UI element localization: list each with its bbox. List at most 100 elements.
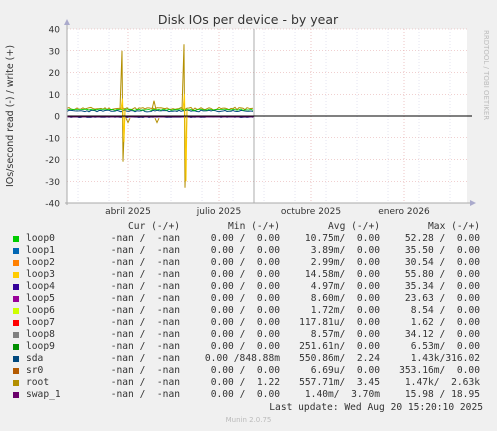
legend-swatch xyxy=(13,236,19,242)
legend-header-cur: Cur (-/+) xyxy=(128,221,180,232)
legend-avg: 6.69u/ 0.00 xyxy=(310,365,380,376)
legend-cur: -nan / -nan xyxy=(110,377,180,388)
legend-swatch xyxy=(13,284,19,290)
legend-max: 1.47k/ 2.63k xyxy=(404,377,480,388)
legend-min: 0.00 / 1.22 xyxy=(210,377,280,388)
legend-min: 0.00 / 0.00 xyxy=(210,305,280,316)
legend-row-sda: sda -nan / -nan 0.00 /848.88m 550.86m/ 2.24… xyxy=(0,353,497,365)
legend-header: Cur (-/+) Min (-/+) Avg (-/+) Max (-/+) xyxy=(0,221,497,233)
legend-avg: 4.97m/ 0.00 xyxy=(310,281,380,292)
legend-avg: 8.57m/ 0.00 xyxy=(310,329,380,340)
legend-min: 0.00 / 0.00 xyxy=(210,389,280,400)
legend-swatch xyxy=(13,248,19,254)
legend-cur: -nan / -nan xyxy=(110,293,180,304)
legend-series-name: loop3 xyxy=(26,269,55,280)
y-tick-label: -40 xyxy=(45,200,60,210)
legend-cur: -nan / -nan xyxy=(110,317,180,328)
legend-swatch xyxy=(13,344,19,350)
y-tick-label: -20 xyxy=(45,156,60,166)
legend-swatch xyxy=(13,332,19,338)
legend-avg: 14.58m/ 0.00 xyxy=(304,269,380,280)
x-tick-label: octubre 2025 xyxy=(281,207,341,217)
legend-swatch xyxy=(13,260,19,266)
legend-avg: 557.71m/ 3.45 xyxy=(299,377,380,388)
legend-row-loop7: loop7 -nan / -nan 0.00 / 0.00 117.81u/ 0.00… xyxy=(0,317,497,329)
spike-loop3-1 xyxy=(120,98,126,143)
legend-min: 0.00 / 0.00 xyxy=(210,317,280,328)
y-tick-label: -30 xyxy=(45,178,60,188)
legend-cur: -nan / -nan xyxy=(110,257,180,268)
legend-swatch xyxy=(13,308,19,314)
legend-row-loop5: loop5 -nan / -nan 0.00 / 0.00 8.60m/ 0.00 23… xyxy=(0,293,497,305)
legend-row-swap_1: swap_1 -nan / -nan 0.00 / 0.00 1.40m/ 3.70m… xyxy=(0,389,497,401)
legend-series-name: loop6 xyxy=(26,305,55,316)
legend-max: 15.98 / 18.95 xyxy=(404,389,480,400)
legend-max: 35.50 / 0.00 xyxy=(404,245,480,256)
x-tick-label: enero 2026 xyxy=(378,207,430,217)
x-tick-label: julio 2025 xyxy=(196,207,241,217)
legend-cur: -nan / -nan xyxy=(110,269,180,280)
legend-min: 0.00 / 0.00 xyxy=(210,329,280,340)
spike-loop3-3 xyxy=(182,94,188,182)
legend-row-loop3: loop3 -nan / -nan 0.00 / 0.00 14.58m/ 0.00 5… xyxy=(0,269,497,281)
legend-header-avg: Avg (-/+) xyxy=(328,221,380,232)
legend-row-loop4: loop4 -nan / -nan 0.00 / 0.00 4.97m/ 0.00 35… xyxy=(0,281,497,293)
legend-avg: 1.72m/ 0.00 xyxy=(310,305,380,316)
legend-max: 1.43k/316.02 xyxy=(410,353,480,364)
legend-header-min: Min (-/+) xyxy=(228,221,280,232)
legend-cur: -nan / -nan xyxy=(110,281,180,292)
legend-min: 0.00 / 0.00 xyxy=(210,365,280,376)
legend-swatch xyxy=(13,356,19,362)
legend-row-loop1: loop1 -nan / -nan 0.00 / 0.00 3.89m/ 0.00 35… xyxy=(0,245,497,257)
legend-row-loop0: loop0 -nan / -nan 0.00 / 0.00 10.75m/ 0.00 5… xyxy=(0,233,497,245)
legend-cur: -nan / -nan xyxy=(110,353,180,364)
legend-max: 34.12 / 0.00 xyxy=(404,329,480,340)
legend-min: 0.00 / 0.00 xyxy=(210,269,280,280)
legend-avg: 1.40m/ 3.70m xyxy=(304,389,380,400)
legend-cur: -nan / -nan xyxy=(110,305,180,316)
legend-max: 1.62 / 0.00 xyxy=(410,317,480,328)
legend-row-loop8: loop8 -nan / -nan 0.00 / 0.00 8.57m/ 0.00 34… xyxy=(0,329,497,341)
y-tick-label: 0 xyxy=(54,113,60,123)
legend-header-max: Max (-/+) xyxy=(428,221,480,232)
legend-cur: -nan / -nan xyxy=(110,233,180,244)
legend-max: 55.80 / 0.00 xyxy=(404,269,480,280)
legend-series-name: loop5 xyxy=(26,293,55,304)
legend-max: 30.54 / 0.00 xyxy=(404,257,480,268)
y-tick-label: 10 xyxy=(49,91,61,101)
x-tick-label: abril 2025 xyxy=(105,207,151,217)
legend-max: 6.53m/ 0.00 xyxy=(410,341,480,352)
munin-version: Munin 2.0.75 xyxy=(225,416,272,424)
legend-min: 0.00 / 0.00 xyxy=(210,281,280,292)
legend-swatch xyxy=(13,392,19,398)
legend-avg: 117.81u/ 0.00 xyxy=(299,317,380,328)
legend-row-root: root -nan / -nan 0.00 / 1.22 557.71m/ 3.45 1… xyxy=(0,377,497,389)
legend-row-loop2: loop2 -nan / -nan 0.00 / 0.00 2.99m/ 0.00 30… xyxy=(0,257,497,269)
legend-min: 0.00 / 0.00 xyxy=(210,257,280,268)
y-tick-label: 20 xyxy=(49,69,61,79)
legend-series-name: loop2 xyxy=(26,257,55,268)
legend-series-name: sr0 xyxy=(26,365,44,376)
legend-min: 0.00 / 0.00 xyxy=(210,245,280,256)
series-sda-write xyxy=(66,109,254,113)
legend-min: 0.00 / 0.00 xyxy=(210,293,280,304)
last-update: Last update: Wed Aug 20 15:20:10 2025 xyxy=(269,402,483,413)
series-root-write xyxy=(66,106,254,111)
chart: Disk IOs per device - by year RRDTOOL / … xyxy=(5,12,490,217)
legend-max: 353.16m/ 0.00 xyxy=(399,365,480,376)
legend-swatch xyxy=(13,320,19,326)
series-loop0 xyxy=(66,108,254,111)
legend-series-name: loop4 xyxy=(26,281,55,292)
legend-cur: -nan / -nan xyxy=(110,341,180,352)
y-tick-label: 30 xyxy=(49,47,61,57)
legend-series-name: loop9 xyxy=(26,341,55,352)
legend-min: 0.00 / 0.00 xyxy=(210,341,280,352)
dip-root-2 xyxy=(154,117,160,124)
x-axis-arrow xyxy=(470,200,476,206)
legend-row-sr0: sr0 -nan / -nan 0.00 / 0.00 6.69u/ 0.00 353.… xyxy=(0,365,497,377)
y-axis-label: IOs/second read (-) / write (+) xyxy=(5,45,16,187)
legend-avg: 8.60m/ 0.00 xyxy=(310,293,380,304)
legend-series-name: root xyxy=(26,377,50,388)
legend-avg: 3.89m/ 0.00 xyxy=(310,245,380,256)
legend-max: 52.28 / 0.00 xyxy=(404,233,480,244)
